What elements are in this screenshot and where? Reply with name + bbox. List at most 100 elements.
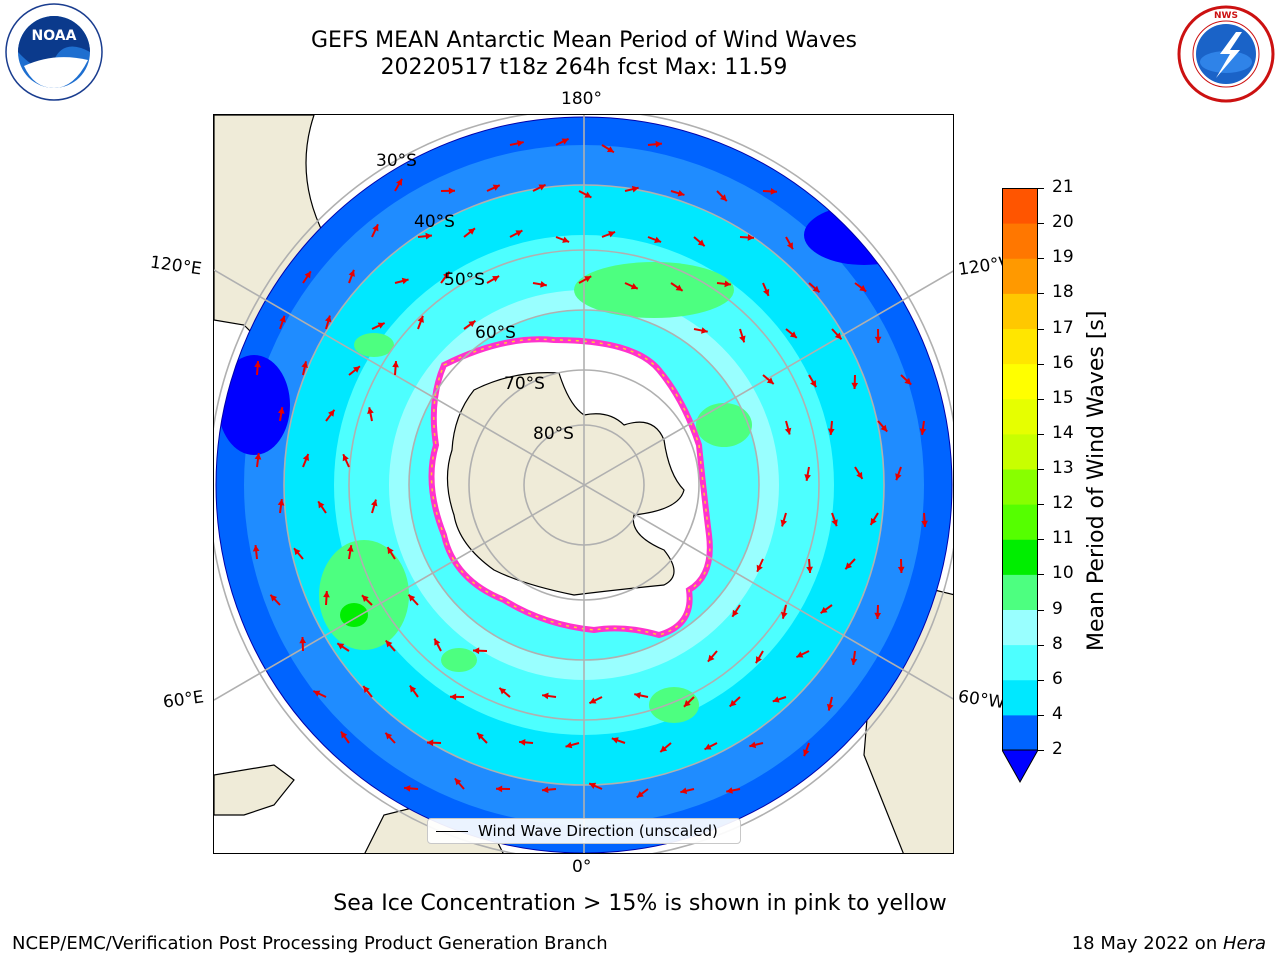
colorbar-tick-mark bbox=[1038, 363, 1044, 365]
colorbar-tick-mark bbox=[1038, 679, 1044, 681]
antarctica-land bbox=[446, 372, 685, 596]
wind-wave-arrowhead bbox=[845, 562, 853, 570]
noaa-logo-text: NOAA bbox=[32, 28, 77, 44]
wind-wave-arrowhead bbox=[385, 732, 393, 740]
colorbar-tick-label: 8 bbox=[1052, 633, 1063, 654]
colorbar-segment bbox=[1002, 223, 1038, 259]
chart-subtitle: 20220517 t18z 264h fcst Max: 11.59 bbox=[380, 55, 788, 80]
colorbar-tick-mark bbox=[1038, 609, 1044, 611]
wind-wave-arrowhead bbox=[434, 638, 441, 646]
legend-line-icon bbox=[436, 831, 468, 832]
colorbar-segment bbox=[1002, 539, 1038, 575]
wind-wave-arrowhead bbox=[856, 471, 863, 479]
wind-wave-arrowhead bbox=[921, 520, 928, 527]
wind-wave-arrowhead bbox=[519, 739, 526, 746]
wind-wave-arrowhead bbox=[606, 146, 614, 153]
wind-wave-arrowhead bbox=[417, 315, 424, 323]
wind-wave-arrowhead bbox=[756, 564, 763, 572]
colorbar-tick-mark bbox=[1038, 644, 1044, 646]
wind-wave-arrowhead bbox=[683, 700, 691, 707]
colorbar-segment bbox=[1002, 609, 1038, 646]
wind-wave-arrowhead bbox=[720, 194, 727, 202]
colorbar-tick-mark bbox=[1038, 328, 1044, 330]
wind-wave-arrowhead bbox=[442, 271, 450, 279]
wind-wave-arrowhead bbox=[804, 474, 811, 481]
wind-wave-arrowhead bbox=[608, 231, 616, 238]
wind-wave-arrowhead bbox=[371, 499, 378, 507]
wind-wave-arrowhead bbox=[827, 428, 835, 435]
colorbar-tick-label: 19 bbox=[1052, 247, 1074, 268]
wind-wave-arrowhead bbox=[675, 284, 683, 291]
wind-wave-arrowhead bbox=[372, 224, 379, 232]
footer-machine: Hera bbox=[1222, 933, 1266, 954]
colorbar bbox=[1001, 188, 1039, 784]
wind-wave-arrowhead bbox=[492, 275, 500, 282]
wind-wave-arrowhead bbox=[874, 612, 882, 619]
wind-wave-arrows bbox=[252, 137, 928, 799]
wind-wave-arrowhead bbox=[630, 283, 638, 290]
colorbar-tick-mark bbox=[1038, 539, 1044, 541]
svg-text:NWS: NWS bbox=[1214, 11, 1238, 21]
wind-wave-arrowhead bbox=[367, 407, 374, 414]
wind-wave-arrowhead bbox=[636, 791, 644, 798]
colorbar-tick-mark bbox=[1038, 188, 1044, 189]
wind-wave-arrowhead bbox=[496, 785, 503, 793]
colorbar-tick-mark bbox=[1038, 293, 1044, 295]
wind-wave-arrowhead bbox=[781, 611, 788, 619]
colorbar-tick-label: 10 bbox=[1052, 563, 1074, 584]
wind-wave-arrowhead bbox=[701, 327, 708, 334]
wind-wave-arrowhead bbox=[749, 741, 757, 749]
wind-wave-arrowhead bbox=[584, 276, 592, 283]
colorbar-tick-mark bbox=[1038, 433, 1044, 435]
lon-label-180: 180° bbox=[561, 89, 602, 109]
wind-wave-arrowhead bbox=[660, 745, 668, 753]
colorbar-tick-mark bbox=[1038, 398, 1044, 400]
nws-logo: NWS bbox=[1176, 4, 1276, 104]
wind-wave-arrowhead bbox=[724, 280, 731, 288]
graticule bbox=[214, 115, 953, 853]
wind-wave-arrowhead bbox=[747, 234, 754, 241]
wind-wave-arrowhead bbox=[392, 361, 399, 368]
wind-wave-arrowhead bbox=[538, 184, 546, 191]
wind-wave-arrowhead bbox=[826, 703, 834, 711]
wind-wave-arrowhead bbox=[904, 377, 912, 385]
colorbar-tick-label: 9 bbox=[1052, 598, 1063, 619]
wind-wave-arrowhead bbox=[820, 606, 828, 614]
wind-wave-arrowhead bbox=[895, 473, 902, 481]
wind-wave-arrowhead bbox=[468, 228, 475, 235]
wind-wave-arrowhead bbox=[697, 239, 705, 247]
wind-wave-arrowhead bbox=[755, 656, 762, 664]
colorbar-tick-label: 17 bbox=[1052, 317, 1074, 338]
wind-wave-arrowhead bbox=[704, 743, 712, 750]
wind-wave-arrowhead bbox=[834, 332, 842, 340]
wind-wave-arrowhead bbox=[516, 140, 524, 147]
wind-wave-arrowhead bbox=[348, 269, 355, 277]
wind-wave-arrowhead bbox=[254, 453, 262, 460]
wind-wave-arrowhead bbox=[806, 566, 813, 573]
wind-wave-arrowhead bbox=[279, 315, 286, 323]
footer-org: NCEP/EMC/Verification Post Processing Pr… bbox=[12, 933, 608, 954]
lon-label-60w: 60°W bbox=[956, 686, 1007, 714]
wind-wave-arrowhead bbox=[786, 242, 793, 250]
wind-wave-arrowhead bbox=[377, 322, 385, 329]
wind-wave-arrowhead bbox=[425, 232, 432, 240]
wind-wave-arrowhead bbox=[328, 409, 335, 417]
map-panel bbox=[213, 114, 954, 854]
wind-wave-arrowhead bbox=[542, 692, 549, 700]
wind-wave-arrowhead bbox=[387, 547, 394, 555]
lat-label-60s: 60°S bbox=[475, 323, 516, 343]
wind-wave-arrowhead bbox=[252, 545, 260, 552]
wind-wave-arrowhead bbox=[304, 271, 311, 279]
wind-wave-arrowhead bbox=[732, 609, 739, 617]
wind-wave-arrowhead bbox=[780, 519, 788, 527]
colorbar-segment bbox=[1002, 188, 1038, 224]
wind-wave-arrowhead bbox=[277, 407, 285, 414]
wind-wave-arrowhead bbox=[850, 658, 858, 665]
wind-wave-arrowhead bbox=[353, 366, 360, 373]
legend-label: Wind Wave Direction (unscaled) bbox=[478, 822, 718, 840]
wind-wave-arrowhead bbox=[448, 187, 455, 195]
wind-wave-arrowhead bbox=[409, 685, 417, 693]
wind-wave-arrowhead bbox=[796, 651, 804, 658]
colorbar-tick-mark bbox=[1038, 714, 1044, 716]
wind-wave-arrowhead bbox=[361, 595, 369, 602]
